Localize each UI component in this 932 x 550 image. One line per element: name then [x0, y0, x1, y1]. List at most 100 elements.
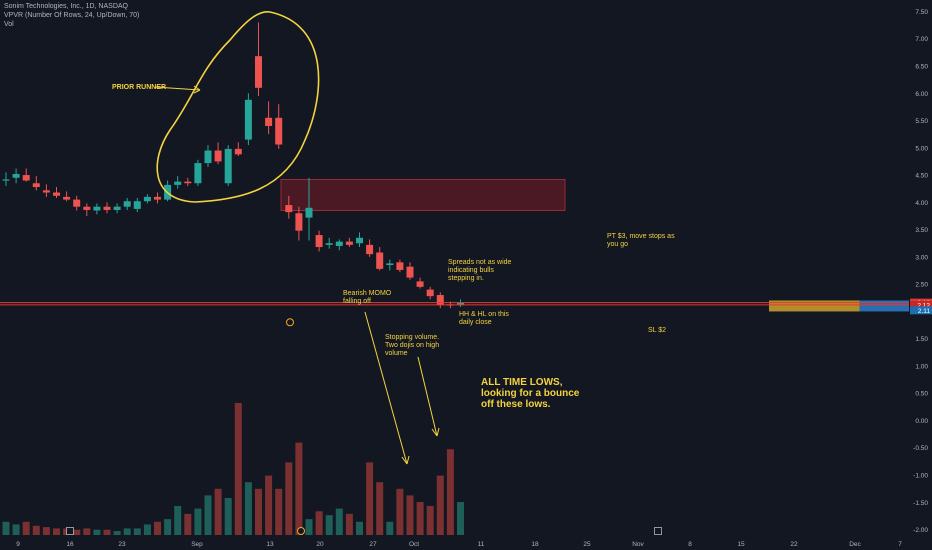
price-label-bg: [910, 300, 932, 309]
candle-body: [143, 196, 151, 202]
candle-body: [32, 183, 40, 188]
volume-bar: [123, 528, 131, 535]
y-tick-label: 1.00: [915, 363, 928, 370]
volume-bar: [224, 498, 232, 535]
volume-bar: [446, 449, 454, 535]
candle-body: [194, 163, 202, 184]
price-label-bg: [910, 306, 932, 315]
volume-bar: [234, 403, 242, 535]
volume-bar: [265, 475, 273, 535]
y-tick-label: 0.00: [915, 418, 928, 425]
x-tick-label: 25: [583, 541, 591, 548]
candle-body: [2, 179, 10, 181]
x-tick-label: 27: [369, 541, 377, 548]
candle-body: [133, 201, 141, 209]
volume-arrow-2: [417, 356, 438, 437]
prior-runner-circle: [156, 11, 320, 203]
volume-bar: [345, 513, 353, 535]
x-tick-label: 18: [531, 541, 539, 548]
candle-body: [53, 192, 60, 196]
volume-bar: [325, 515, 333, 535]
volume-bar: [2, 521, 10, 535]
volume-bar: [406, 495, 414, 535]
volume-bar: [143, 524, 151, 535]
volume-bar: [42, 527, 50, 535]
volume-bar: [244, 482, 252, 535]
volume-indicator-label[interactable]: Vol: [4, 21, 14, 28]
event-marker: [286, 318, 294, 327]
volume-bar: [103, 529, 111, 535]
candle-body: [275, 117, 283, 145]
volume-bar: [214, 488, 222, 535]
x-tick-label: 22: [790, 541, 798, 548]
stopping-volume-note: Stopping volume. Two dojis on high volum…: [385, 334, 440, 357]
volume-bar: [204, 495, 212, 535]
vpvr-indicator-label[interactable]: VPVR (Number Of Rows, 24, Up/Down, 70): [4, 12, 140, 19]
y-tick-label: 2.50: [915, 282, 928, 289]
volume-bar: [335, 508, 343, 535]
all-time-lows-note: ALL TIME LOWS, looking for a bounce off …: [481, 377, 580, 410]
y-tick-label: 7.00: [915, 36, 928, 43]
candle-body: [416, 281, 424, 287]
y-tick-label: 7.50: [915, 9, 928, 16]
x-tick-label: 11: [478, 541, 485, 548]
hh-hl-note: HH & HL on this daily close: [459, 311, 509, 326]
y-tick-label: 5.00: [915, 145, 928, 152]
x-tick-label: 23: [118, 541, 126, 548]
candle-body: [315, 235, 323, 248]
volume-bar: [315, 511, 323, 535]
volume-bar: [22, 521, 30, 535]
candle-body: [113, 206, 121, 210]
candle-body: [366, 244, 374, 255]
candle-body: [436, 295, 444, 305]
x-tick-label: 15: [737, 541, 745, 548]
vpvr-down-bar: [769, 300, 860, 312]
volume-bar: [164, 519, 172, 535]
x-tick-label: Sep: [191, 541, 203, 548]
y-tick-label: 3.00: [915, 254, 928, 261]
volume-bar: [133, 528, 141, 535]
candle-body: [184, 181, 192, 184]
prior-runner-arrowhead: [193, 85, 201, 94]
x-tick-label: 13: [266, 541, 274, 548]
candle-body: [285, 205, 293, 213]
y-tick-label: 4.50: [915, 173, 928, 180]
candle-body: [335, 241, 343, 246]
x-tick-label: Dec: [849, 541, 861, 548]
spreads-note: Spreads not as wide indicating bulls ste…: [448, 259, 512, 282]
candle-body: [42, 190, 50, 193]
candle-body: [63, 196, 71, 200]
volume-bar: [356, 521, 363, 535]
volume-arrow-2-head: [431, 427, 440, 437]
candle-body: [224, 148, 232, 184]
candle-body: [325, 243, 333, 245]
prior-runner-arrow: [154, 86, 201, 91]
candle-body: [345, 241, 353, 245]
candle-body: [93, 206, 101, 211]
volume-bar: [113, 531, 121, 535]
candle-body: [386, 263, 394, 266]
volume-bar: [83, 528, 91, 535]
volume-bar: [386, 521, 394, 535]
candle-body: [73, 199, 81, 207]
volume-bar: [396, 488, 404, 535]
candle-body: [265, 117, 273, 126]
candle-body: [396, 262, 404, 270]
price-target-note: PT $3, move stops as you go: [607, 233, 675, 248]
candle-body: [244, 99, 252, 140]
y-tick-label: -0.50: [913, 445, 928, 452]
volume-arrow-1: [364, 311, 408, 465]
volume-bar: [255, 488, 262, 535]
candle-body: [234, 148, 242, 155]
volume-bar: [366, 462, 374, 535]
y-tick-label: 5.50: [915, 118, 928, 125]
candle-body: [376, 252, 384, 269]
symbol-title[interactable]: Sonim Technologies, Inc., 1D, NASDAQ: [4, 3, 128, 10]
split-marker: [297, 527, 305, 535]
vpvr-up-bar: [859, 300, 909, 312]
prior-runner-note: PRIOR RUNNER: [112, 84, 167, 91]
volume-bar: [32, 525, 40, 535]
volume-bar: [275, 488, 283, 535]
y-tick-label: 3.50: [915, 227, 928, 234]
